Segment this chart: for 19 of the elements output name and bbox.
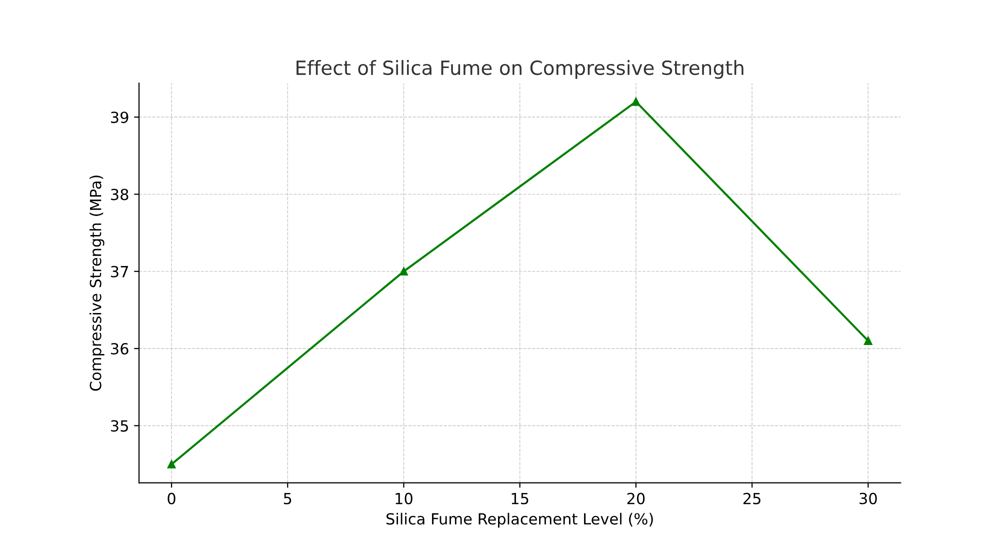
y-tick-label: 38 [111,188,128,200]
point [400,267,408,276]
y-axis-title: Compressive Strength (MPa) [90,176,104,391]
x-tick-label: 30 [860,492,877,504]
x-axis-title: Silica Fume Replacement Level (%) [386,512,653,528]
x-tick-label: 5 [284,492,292,504]
point [167,460,176,468]
x-tick-label: 20 [627,492,645,504]
chart-title: Effect of Silica Fume on Compressive Strength [296,60,744,79]
y-tick-label: 35 [111,420,128,432]
y-tick-label: 39 [111,112,128,124]
point [632,98,640,106]
x-tick-label: 10 [396,492,412,504]
x-tick-label: 25 [743,492,760,504]
point [864,336,872,345]
y-tick-label: 36 [111,342,128,355]
x-tick-label: 0 [168,492,176,504]
x-tick-label: 15 [512,492,528,504]
y-tick-label: 37 [111,266,128,278]
